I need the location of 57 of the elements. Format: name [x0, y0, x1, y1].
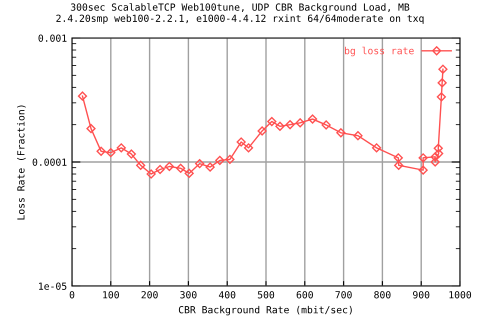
- point: [195, 159, 204, 168]
- point: [146, 169, 156, 179]
- x-tick-label: 1000: [449, 291, 472, 298]
- point: [126, 149, 136, 159]
- point: [136, 160, 146, 170]
- x-tick-label: 400: [218, 291, 236, 298]
- point: [372, 143, 382, 152]
- point: [78, 91, 88, 101]
- point: [215, 156, 224, 166]
- point: [285, 120, 295, 130]
- point: [436, 92, 446, 102]
- point: [434, 144, 443, 153]
- point: [296, 118, 305, 128]
- point: [155, 164, 165, 174]
- point: [394, 153, 403, 162]
- x-tick-label: 0: [70, 291, 74, 298]
- point: [394, 160, 404, 170]
- x-tick-label: 300: [180, 291, 197, 298]
- point: [206, 162, 215, 172]
- point: [176, 164, 186, 173]
- point: [353, 131, 363, 140]
- point: [106, 148, 116, 158]
- x-tick-label: 100: [103, 291, 119, 298]
- y-tick-label: 1e-05: [39, 282, 66, 290]
- point: [418, 166, 428, 175]
- point: [96, 146, 106, 156]
- point: [418, 153, 428, 162]
- x-tick-label: 200: [142, 291, 158, 298]
- point: [322, 120, 331, 130]
- y-axis-title: Loss Rate (Fraction): [17, 105, 26, 220]
- x-tick-label: 800: [374, 291, 391, 298]
- point: [86, 124, 96, 134]
- point: [257, 126, 267, 136]
- legend-label: bg loss rate: [344, 46, 414, 56]
- chart-subtitle: 2.4.20smp web100-2.2.1, e1000-4.4.12 rxint 64/64moderate on txq: [56, 14, 424, 24]
- x-tick-label: 900: [413, 291, 430, 298]
- chart-title: 300sec ScalableTCP Web100tune, UDP CBR Background Load, MB: [70, 3, 410, 13]
- point: [267, 116, 276, 126]
- point: [430, 157, 440, 167]
- point: [225, 154, 235, 164]
- x-tick-label: 700: [335, 291, 352, 298]
- x-tick-label: 600: [296, 291, 313, 298]
- point: [434, 148, 444, 158]
- x-axis-title: CBR Background Rate (mbit/sec): [178, 306, 352, 316]
- y-tick-label: 0.0001: [32, 158, 66, 166]
- point: [336, 128, 346, 138]
- y-tick-label: 0.001: [38, 34, 66, 42]
- point: [236, 137, 246, 147]
- point: [308, 114, 318, 124]
- x-tick-label: 500: [258, 291, 274, 298]
- point: [116, 143, 126, 152]
- point: [184, 168, 194, 178]
- point: [438, 78, 447, 88]
- point: [438, 64, 448, 74]
- point: [275, 122, 285, 131]
- point: [244, 143, 254, 152]
- point: [164, 162, 174, 172]
